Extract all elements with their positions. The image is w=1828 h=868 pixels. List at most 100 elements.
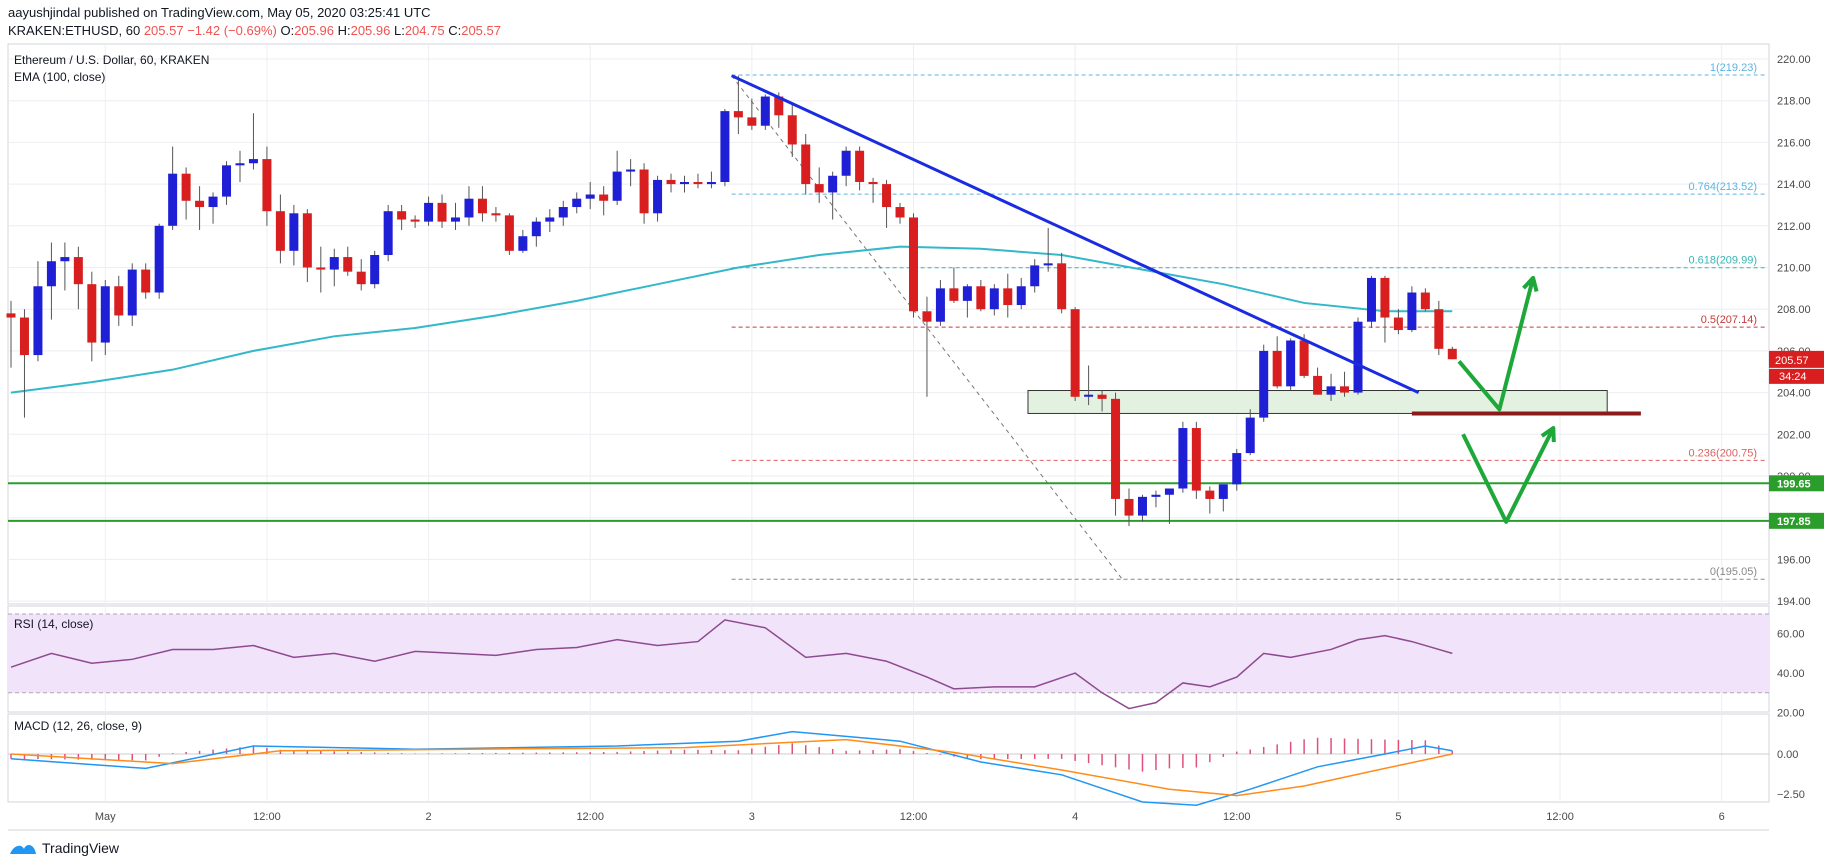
candle-body [504, 215, 514, 251]
candle-body [1272, 350, 1282, 387]
candle-body [1070, 309, 1080, 397]
candle-body [1191, 428, 1201, 491]
rsi-line [10, 619, 1453, 710]
macd-line [10, 730, 1453, 806]
candle-body [801, 144, 811, 185]
candle-body [1259, 350, 1269, 418]
candle-body [100, 286, 110, 343]
candle-body [222, 165, 232, 197]
macd-tick-label: 0.00 [1777, 749, 1798, 761]
candle-body [922, 311, 932, 322]
candle-body [383, 211, 393, 255]
support-price-label: 199.65 [1777, 478, 1811, 490]
candle-body [275, 211, 285, 251]
candle-body [1057, 263, 1067, 310]
candle-body [302, 213, 312, 268]
candle-body [1393, 317, 1403, 331]
candle-body [1124, 498, 1134, 516]
candle-body [1380, 277, 1390, 318]
candle-body [1111, 398, 1121, 499]
publish-info: aayushjindal published on TradingView.co… [8, 5, 431, 20]
candle-body [1447, 348, 1457, 360]
fib-level-label: 0(195.05) [1710, 566, 1757, 578]
candle-body [814, 184, 824, 193]
candle-body [316, 267, 326, 270]
time-tick-label: 5 [1395, 811, 1401, 823]
candle-body [410, 219, 420, 222]
candle-body [1420, 292, 1430, 310]
candle-body [747, 117, 757, 126]
candle-body [33, 286, 43, 356]
candle-body [181, 173, 191, 201]
time-tick-label: May [95, 811, 116, 823]
last-price-tag [1769, 350, 1824, 368]
symbol-ohlc: KRAKEN:ETHUSD, 60 205.57 −1.42 (−0.69%) … [8, 23, 501, 38]
candle-body [289, 213, 299, 251]
price-tick-label: 218.00 [1777, 96, 1811, 108]
fib-level-label: 0.236(200.75) [1689, 447, 1758, 459]
candle-body [46, 261, 56, 287]
candle-body [397, 211, 407, 220]
candle-body [962, 286, 972, 301]
support-price-label: 197.85 [1777, 516, 1811, 528]
candle-body [1245, 417, 1255, 454]
candle-body [1003, 288, 1013, 306]
candle-body [195, 200, 205, 208]
author-link[interactable]: aayushjindal [8, 5, 81, 20]
candle-body [1151, 494, 1161, 497]
candle-body [639, 169, 649, 214]
candle-body [935, 288, 945, 322]
time-tick-label: 12:00 [900, 811, 928, 823]
candle-body [235, 163, 245, 166]
time-tick-label: 12:00 [253, 811, 281, 823]
tradingview-footer[interactable]: TradingView [8, 840, 119, 856]
candle-body [343, 257, 353, 272]
price-tick-label: 220.00 [1777, 54, 1811, 66]
time-tick-label: 3 [749, 811, 755, 823]
support-price-tag [1769, 512, 1824, 529]
fib-diagonal [731, 75, 1123, 580]
fib-level-label: 0.5(207.14) [1701, 314, 1757, 326]
candle-body [1016, 286, 1026, 306]
price-tick-label: 202.00 [1777, 429, 1811, 441]
candle-body [87, 284, 97, 343]
candle-body [1366, 277, 1376, 322]
candle-body [329, 257, 339, 270]
candle-body [882, 184, 892, 208]
candle-body [1164, 488, 1174, 495]
candle-body [1043, 263, 1053, 266]
candle-body [424, 202, 434, 222]
candle-body [1205, 490, 1215, 499]
bearish-trendline [731, 74, 1420, 394]
macd-label: MACD (12, 26, close, 9) [14, 719, 142, 733]
candle-body [356, 271, 366, 285]
candle-body [558, 207, 568, 218]
candle-body [545, 217, 555, 222]
candle-body [1218, 484, 1228, 499]
candle-body [154, 225, 164, 293]
publish-header: aayushjindal published on TradingView.co… [8, 4, 501, 40]
candle-body [760, 96, 770, 126]
candle-body [1299, 340, 1309, 376]
candle-body [6, 313, 16, 318]
fib-level-label: 0.764(213.52) [1689, 181, 1758, 193]
candle-body [1434, 309, 1444, 349]
candle-body [141, 269, 151, 293]
candle-body [949, 288, 959, 301]
candle-body [1353, 321, 1363, 393]
candle-body [168, 173, 178, 226]
bullish-arrow-upper [1457, 277, 1536, 412]
candle-body [720, 111, 730, 183]
candle-body [1232, 453, 1242, 485]
candle-body [908, 217, 918, 312]
rsi-label: RSI (14, close) [14, 617, 93, 631]
price-tick-label: 216.00 [1777, 137, 1811, 149]
time-tick-label: 12:00 [1223, 811, 1251, 823]
rsi-tick-label: 40.00 [1777, 668, 1805, 680]
candle-body [531, 221, 541, 237]
candle-body [114, 286, 124, 316]
candle-body [855, 150, 865, 183]
candle-body [477, 198, 487, 214]
fib-level-label: 1(219.23) [1710, 62, 1757, 74]
